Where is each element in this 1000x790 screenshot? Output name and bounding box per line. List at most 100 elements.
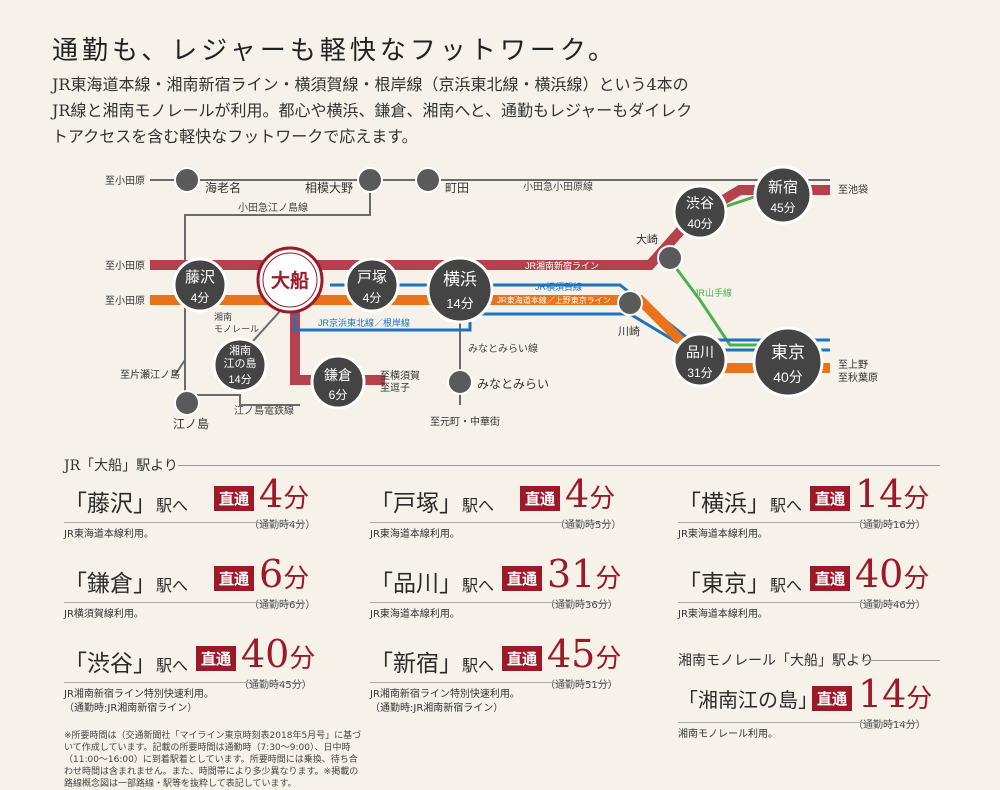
route-note: JR東海道本線利用。	[64, 529, 154, 540]
label-machida: 町田	[445, 181, 469, 195]
minutes-value: 4	[259, 472, 284, 516]
yamanote-line-2	[668, 259, 780, 347]
station-shibuya: 渋谷 40分	[672, 184, 728, 240]
express-badge: 直通	[214, 566, 255, 591]
route-note: JR東海道本線利用。	[370, 529, 460, 540]
jr-section-rule	[178, 465, 940, 466]
minutes-value: 31	[547, 552, 596, 596]
station-name: 横浜	[443, 270, 477, 289]
station-name: 「戸塚」	[370, 491, 462, 517]
route-card-fujisawa: 「藤沢」駅へ 直通 4分 （通勤時4分） JR東海道本線利用。	[64, 472, 315, 556]
route-minutes: 4分	[565, 472, 615, 521]
label-shonan-shinjuku: JR湘南新宿ライン	[525, 260, 599, 271]
route-note: JR横須賀線利用。	[64, 609, 144, 620]
card-divider	[64, 602, 304, 603]
station-time: 4分	[191, 291, 210, 305]
route-minutes: 6分	[259, 552, 309, 601]
station-suffix: 駅へ	[770, 576, 803, 595]
mono-section-title: 湘南モノレール「大船」駅より	[678, 653, 874, 669]
station-time: 31分	[687, 366, 712, 380]
express-badge: 直通	[214, 486, 255, 511]
minutes-value: 4	[565, 472, 590, 516]
route-note: 湘南モノレール利用。	[678, 729, 778, 740]
station-totsuka: 戸塚 4分	[344, 257, 400, 313]
route-minutes: 40分	[855, 552, 929, 601]
commute-time: （通勤時51分）	[545, 680, 618, 691]
label-keihin-tohoku: JR京浜東北線／根岸線	[318, 317, 410, 328]
machida-node	[415, 167, 441, 193]
card-divider	[64, 522, 304, 523]
lead-paragraph: JR東海道本線・湘南新宿ライン・横須賀線・根岸線（京浜東北線・横浜線）という4本…	[52, 72, 742, 150]
station-name: 新宿	[768, 179, 798, 196]
station-time: 4分	[363, 291, 382, 305]
terminal-odawara-3: 至小田原	[105, 295, 145, 307]
station-suffix: 駅へ	[770, 496, 803, 515]
label-monorail: モノレール	[214, 324, 259, 334]
station-time: 6分	[329, 388, 348, 402]
label-minatomirai: みなとみらい	[477, 377, 549, 391]
station-name: 「品川」	[370, 571, 462, 597]
route-map: 藤沢 4分 戸塚 4分 横浜 14分 鎌倉 6分 湘南 江の島 14分 渋谷 4…	[105, 165, 878, 431]
route-note: JR東海道本線利用。	[370, 609, 460, 620]
route-card-shonan-enoshima: 「湘南江の島」駅へ 直通 14分 （通勤時14分） 湘南モノレール利用。	[678, 672, 932, 756]
terminal-odawara-1: 至小田原	[105, 175, 145, 187]
minutes-unit: 分	[903, 564, 930, 594]
station-name: 「新宿」	[370, 651, 462, 677]
route-station: 「戸塚」駅へ	[370, 484, 494, 518]
route-note: JR東海道本線利用。	[678, 609, 768, 620]
station-shinagawa: 品川 31分	[672, 332, 728, 388]
enoden-line	[185, 394, 300, 406]
minutes-unit: 分	[289, 644, 316, 674]
route-station: 「新宿」駅へ	[370, 644, 494, 678]
station-name: 「渋谷」	[64, 651, 156, 677]
minatomirai-node	[447, 369, 473, 395]
footnote: ※所要時間は（交通新聞社「マイライン東京時刻表2018年5月号」に基づいて作成し…	[64, 731, 362, 789]
route-card-shinjuku: 「新宿」駅へ 直通 45分 （通勤時51分） JR湘南新宿ライン特別快速利用。（…	[370, 632, 621, 716]
commute-time: （通勤時4分）	[249, 520, 316, 531]
station-name: 「横浜」	[678, 491, 770, 517]
minutes-unit: 分	[595, 564, 622, 594]
label-yamanote: JR山手線	[694, 287, 732, 298]
route-minutes: 14分	[858, 672, 932, 721]
minutes-unit: 分	[283, 484, 310, 514]
express-badge: 直通	[520, 486, 561, 511]
station-suffix: 駅へ	[156, 496, 189, 515]
katase-branch	[174, 359, 186, 376]
station-time: 14分	[228, 373, 251, 386]
station-suffix: 駅へ	[462, 656, 495, 675]
station-yokohama: 横浜 14分	[426, 256, 494, 324]
label-sagami-ono: 相模大野	[305, 181, 353, 195]
station-name: 渋谷	[686, 195, 714, 211]
station-name: 東京	[771, 343, 805, 362]
lead-line: JR線と湘南モノレールが利用。都心や横浜、鎌倉、湘南へと、通勤もレジャーもダイレ…	[52, 101, 693, 120]
label-enoden: 江ノ島電鉄線	[234, 404, 294, 417]
terminal-zushi: 至逗子	[380, 382, 410, 394]
minutes-unit: 分	[906, 684, 933, 714]
card-divider	[370, 602, 610, 603]
minutes-unit: 分	[283, 564, 310, 594]
route-card-yokohama: 「横浜」駅へ 直通 14分 （通勤時16分） JR東海道本線利用。	[678, 472, 929, 556]
express-badge: 直通	[810, 486, 851, 511]
route-card-totsuka: 「戸塚」駅へ 直通 4分 （通勤時5分） JR東海道本線利用。	[370, 472, 621, 556]
origin-name: 大船	[271, 269, 309, 292]
express-badge: 直通	[812, 686, 853, 711]
route-station: 「鎌倉」駅へ	[64, 564, 188, 598]
route-note: JR湘南新宿ライン特別快速利用。 （通勤時:JR湘南新宿ライン）	[64, 689, 214, 714]
sagami-ono-node	[357, 167, 383, 193]
route-minutes: 31分	[547, 552, 621, 601]
station-kamakura: 鎌倉 6分	[310, 354, 366, 410]
route-minutes: 40分	[241, 632, 315, 681]
label-monorail: 湘南	[214, 311, 232, 322]
express-badge: 直通	[810, 566, 851, 591]
station-name: 戸塚	[357, 269, 387, 286]
lead-line: トアクセスを含む軽快なフットワークで応えます。	[52, 127, 418, 146]
card-divider	[370, 682, 610, 683]
minutes-value: 6	[259, 552, 284, 596]
label-ebina: 海老名	[205, 180, 241, 195]
commute-time: （通勤時46分）	[853, 600, 926, 611]
route-card-tokyo: 「東京」駅へ 直通 40分 （通勤時46分） JR東海道本線利用。	[678, 552, 929, 636]
label-yokosuka: JR横須賀線	[535, 281, 582, 292]
station-time: 14分	[446, 296, 473, 311]
express-badge: 直通	[196, 646, 237, 671]
terminal-ueno: 至上野	[838, 359, 868, 371]
